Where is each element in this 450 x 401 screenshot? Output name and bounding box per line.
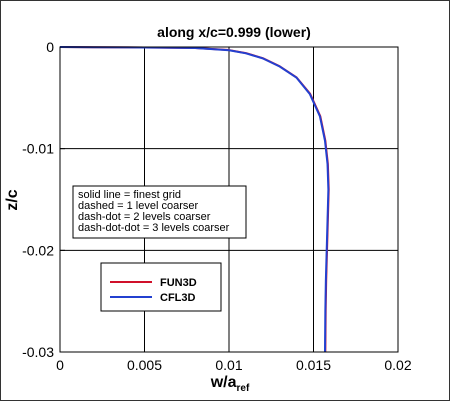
y-axis-label: z/c — [4, 189, 21, 210]
legend: FUN3D CFL3D — [100, 262, 222, 312]
legend-label-fun3d: FUN3D — [160, 277, 197, 289]
y-tick-label-3: -0.03 — [22, 344, 54, 360]
legend-frame — [100, 262, 222, 312]
annotation-box: solid line = finest grid dashed = 1 leve… — [72, 185, 247, 239]
annotation-line-4: dash-dot-dot = 3 levels coarser — [78, 222, 230, 234]
x-axis-ticks: 0 0.005 0.01 0.015 0.02 — [56, 347, 412, 373]
annotation-line-1: solid line = finest grid — [78, 189, 181, 201]
x-tick-label-0: 0 — [56, 357, 64, 373]
chart-title: along x/c=0.999 (lower) — [157, 24, 311, 40]
x-axis-label: w/aref — [210, 374, 250, 394]
x-axis-label-main: w/a — [210, 374, 237, 391]
series-curves — [59, 46, 330, 353]
y-axis-ticks: 0 -0.01 -0.02 -0.03 — [22, 39, 65, 360]
x-axis-label-subscript: ref — [237, 383, 250, 394]
y-tick-label-1: -0.01 — [22, 141, 54, 157]
y-tick-label-0: 0 — [46, 39, 54, 55]
y-tick-label-2: -0.02 — [22, 242, 54, 258]
x-tick-label-3: 0.015 — [296, 357, 331, 373]
x-tick-label-1: 0.005 — [127, 357, 162, 373]
legend-label-cfl3d: CFL3D — [160, 292, 196, 304]
annotation-frame — [72, 185, 247, 239]
annotation-line-2: dashed = 1 level coarser — [78, 200, 198, 212]
annotation-line-3: dash-dot = 2 levels coarser — [78, 211, 211, 223]
series-line-cfl3d — [59, 46, 330, 353]
x-tick-label-4: 0.02 — [384, 357, 411, 373]
x-tick-label-2: 0.01 — [215, 357, 242, 373]
